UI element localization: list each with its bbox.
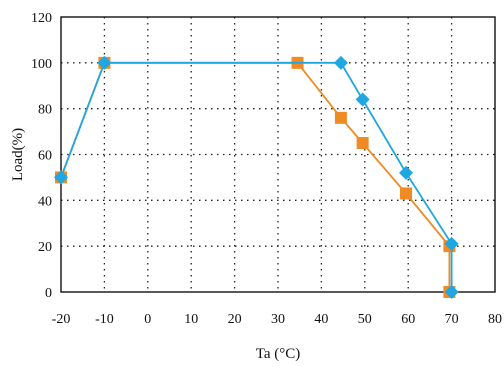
y-tick-label: 20 — [38, 240, 52, 255]
x-tick-label: 10 — [184, 312, 198, 327]
y-tick-label: 0 — [45, 286, 52, 301]
y-tick-label: 120 — [31, 11, 52, 26]
x-tick-label: -10 — [95, 312, 114, 327]
y-tick-label: 60 — [38, 149, 52, 164]
data-point-diamond — [355, 92, 370, 107]
data-point-diamond — [444, 285, 459, 299]
series-0 — [55, 56, 456, 298]
x-tick-label: -20 — [52, 312, 71, 327]
data-point-diamond — [54, 170, 68, 185]
y-tick-label: 40 — [38, 194, 52, 209]
series-line — [60, 61, 451, 292]
x-tick-label: 80 — [488, 312, 502, 327]
x-tick-label: 20 — [228, 312, 242, 327]
data-point-diamond — [333, 55, 348, 70]
y-tick-labels: 0 20 40 60 80 100 120 — [31, 11, 52, 301]
x-tick-labels: -20 -10 0 10 20 30 40 50 60 70 80 — [52, 312, 502, 327]
y-tick-label: 80 — [38, 103, 52, 118]
y-tick-label: 100 — [31, 57, 52, 72]
plot-frame — [60, 16, 496, 293]
x-tick-label: 0 — [144, 312, 151, 327]
data-point-square — [334, 111, 347, 124]
data-point-diamond — [444, 236, 459, 251]
x-axis-label: Ta (°C) — [256, 346, 301, 362]
data-point-diamond — [399, 165, 414, 180]
series-1 — [54, 55, 459, 299]
series-layer — [54, 55, 459, 299]
x-tick-label: 30 — [271, 312, 285, 327]
x-tick-label: 40 — [314, 312, 328, 327]
x-tick-label: 60 — [401, 312, 415, 327]
x-tick-label: 70 — [445, 312, 459, 327]
data-point-diamond — [97, 55, 112, 70]
data-point-square — [400, 187, 413, 200]
x-tick-label: 50 — [358, 312, 372, 327]
y-axis-label: Load(%) — [10, 128, 26, 181]
grid-lines — [61, 17, 495, 292]
data-point-square — [356, 137, 369, 150]
